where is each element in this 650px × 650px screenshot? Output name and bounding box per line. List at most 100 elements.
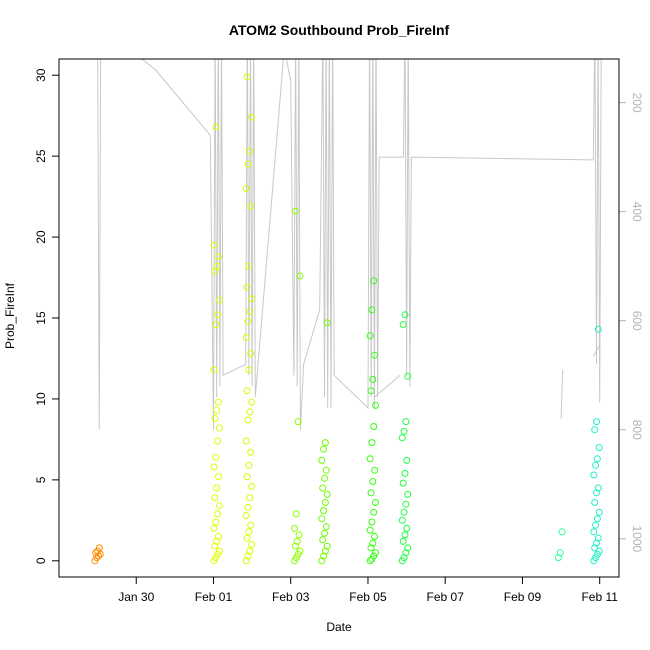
data-point: [594, 484, 602, 492]
data-point: [245, 528, 253, 536]
data-point: [371, 533, 379, 540]
data-point: [320, 445, 328, 453]
y-tick-label: 5: [34, 476, 48, 483]
data-point: [210, 524, 218, 532]
data-point: [244, 416, 252, 424]
data-point: [590, 471, 598, 479]
data-point: [292, 510, 300, 518]
point-cluster-7: [398, 311, 412, 565]
data-point: [211, 494, 219, 502]
data-point: [366, 557, 374, 565]
data-point: [318, 557, 326, 565]
data-point: [246, 147, 254, 155]
data-point: [319, 484, 327, 492]
point-cluster-2: [210, 123, 223, 565]
data-point: [594, 534, 602, 542]
point-cluster-8: [554, 528, 566, 562]
data-point: [595, 444, 603, 451]
point-cluster-3: [242, 73, 256, 565]
data-point: [244, 503, 252, 511]
data-point: [370, 423, 378, 430]
data-point: [592, 521, 600, 529]
data-point: [215, 296, 223, 304]
data-point: [321, 439, 329, 447]
data-point: [370, 277, 378, 285]
data-point: [370, 552, 378, 560]
data-point: [322, 523, 330, 531]
data-point: [210, 366, 218, 374]
data-point: [244, 160, 252, 168]
data-point: [245, 461, 253, 469]
data-point: [366, 455, 374, 463]
depth-line-segment-1: [374, 374, 401, 398]
data-point: [292, 554, 300, 562]
data-point: [369, 478, 377, 485]
data-point: [242, 437, 250, 445]
x-axis-label: Date: [326, 620, 352, 634]
data-point: [367, 544, 375, 552]
depth-line-segment-3: [592, 345, 601, 357]
data-point: [318, 456, 326, 464]
data-point: [243, 387, 251, 395]
data-point: [246, 308, 254, 315]
data-point: [248, 398, 256, 406]
data-point: [294, 418, 302, 426]
data-point: [291, 542, 299, 550]
data-point: [593, 455, 601, 463]
data-point: [247, 448, 255, 456]
data-point: [593, 539, 600, 547]
data-point: [213, 484, 221, 492]
data-point: [372, 499, 379, 506]
data-point: [321, 474, 328, 482]
data-point: [402, 549, 410, 557]
data-point: [404, 372, 412, 380]
data-point: [593, 515, 601, 523]
data-point: [246, 408, 254, 416]
data-point: [400, 554, 408, 562]
x-tick-label: Feb 05: [349, 590, 387, 604]
data-point: [296, 547, 304, 555]
data-point: [215, 253, 222, 260]
x-tick-label: Feb 09: [504, 590, 542, 604]
data-point: [92, 549, 100, 557]
y-right-tick-label: 800: [630, 420, 644, 440]
x-tick-label: Feb 11: [581, 590, 618, 604]
data-point: [246, 494, 254, 502]
data-point: [591, 426, 599, 434]
point-cluster-9: [590, 325, 603, 565]
data-point: [291, 207, 299, 215]
data-point: [296, 272, 304, 280]
data-point: [244, 317, 252, 325]
data-point: [243, 534, 251, 542]
data-point: [248, 113, 256, 121]
data-point: [318, 515, 326, 523]
x-tick-label: Feb 01: [195, 590, 233, 604]
data-point: [245, 366, 253, 374]
data-point: [368, 306, 376, 314]
point-cluster-5: [318, 319, 331, 565]
data-point: [242, 185, 250, 192]
chart-title: ATOM2 Southbound Prob_FireInf: [229, 22, 450, 38]
data-point: [210, 241, 218, 249]
data-point: [367, 387, 375, 395]
data-point: [366, 526, 374, 534]
data-point: [319, 536, 327, 544]
data-point: [554, 554, 562, 562]
data-point: [243, 73, 251, 81]
data-point: [399, 537, 407, 545]
data-point: [247, 521, 255, 529]
data-point: [591, 544, 599, 552]
data-point: [211, 267, 219, 275]
depth-line: [97, 59, 602, 430]
data-point: [323, 542, 331, 550]
y-axis-label: Prob_FireInf: [3, 282, 17, 349]
data-point: [293, 537, 301, 545]
data-point: [242, 557, 250, 565]
data-point: [403, 456, 411, 464]
data-point: [210, 463, 218, 471]
data-point: [594, 325, 602, 333]
data-point: [214, 510, 222, 518]
data-point: [323, 490, 331, 498]
data-point: [213, 262, 221, 270]
